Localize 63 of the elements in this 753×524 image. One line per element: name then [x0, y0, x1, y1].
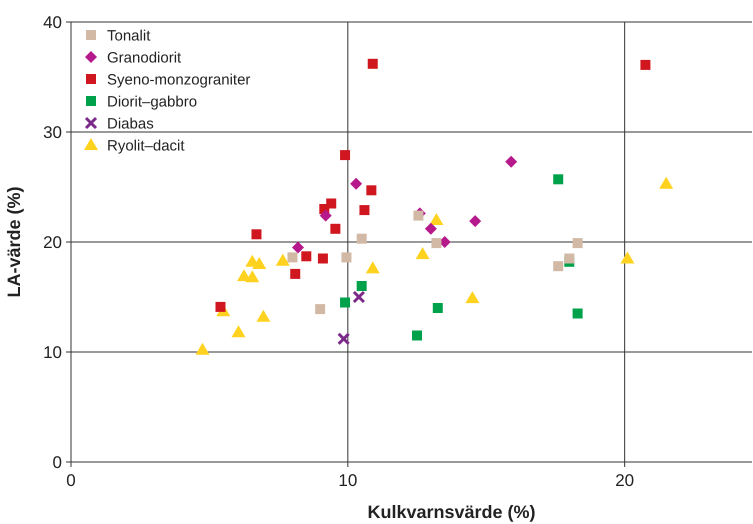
point [640, 60, 650, 70]
point [320, 210, 332, 222]
point [359, 205, 370, 216]
point [341, 252, 352, 262]
y-tick-label: 20 [43, 232, 62, 252]
point [276, 254, 290, 266]
point [356, 281, 367, 291]
point [245, 270, 260, 282]
y-tick-label: 10 [43, 342, 62, 362]
point [412, 330, 422, 340]
point [292, 242, 304, 254]
legend-label: Granodiorit [107, 49, 182, 66]
point [465, 291, 480, 304]
y-axis-title: LA-värde (%) [4, 186, 24, 298]
point [330, 224, 340, 234]
point [659, 176, 674, 189]
y-tick-label: 0 [52, 452, 62, 472]
point [290, 268, 300, 279]
point [416, 247, 430, 260]
legend-label: Ryolit–dacit [107, 137, 186, 154]
point [251, 229, 262, 240]
point [252, 257, 266, 269]
point [368, 58, 378, 69]
point [432, 303, 443, 313]
x-axis-title: Kulkvarnsvärde (%) [367, 502, 536, 522]
x-tick-label: 0 [66, 471, 76, 490]
point [356, 234, 367, 244]
point [315, 304, 326, 314]
point [350, 178, 362, 190]
point [553, 174, 564, 184]
legend-label: Syeno-monzograniter [107, 71, 250, 88]
point [256, 310, 270, 322]
point [326, 198, 336, 208]
point [366, 261, 380, 274]
point [352, 290, 366, 304]
point [564, 254, 574, 264]
point [340, 298, 350, 308]
point [340, 150, 350, 160]
point [337, 332, 350, 346]
legend-label: Diorit–gabbro [107, 93, 198, 110]
x-tick-label: 20 [615, 471, 634, 490]
point [366, 185, 376, 196]
point [287, 252, 298, 262]
point [553, 261, 564, 272]
point [469, 215, 482, 228]
y-tick-label: 30 [43, 122, 62, 142]
point [215, 302, 226, 312]
point [231, 325, 246, 338]
y-tick-label: 40 [43, 12, 62, 32]
legend-label: Tonalit [107, 27, 152, 44]
point [620, 252, 634, 264]
point [424, 222, 437, 235]
point [413, 210, 424, 221]
point [195, 342, 210, 355]
legend-label: Diabas [107, 115, 154, 132]
point [301, 251, 312, 262]
point [505, 156, 518, 168]
point [572, 308, 583, 318]
point [572, 238, 583, 248]
point [429, 213, 444, 225]
point [318, 254, 328, 264]
point [431, 238, 442, 248]
x-tick-label: 10 [338, 471, 358, 490]
